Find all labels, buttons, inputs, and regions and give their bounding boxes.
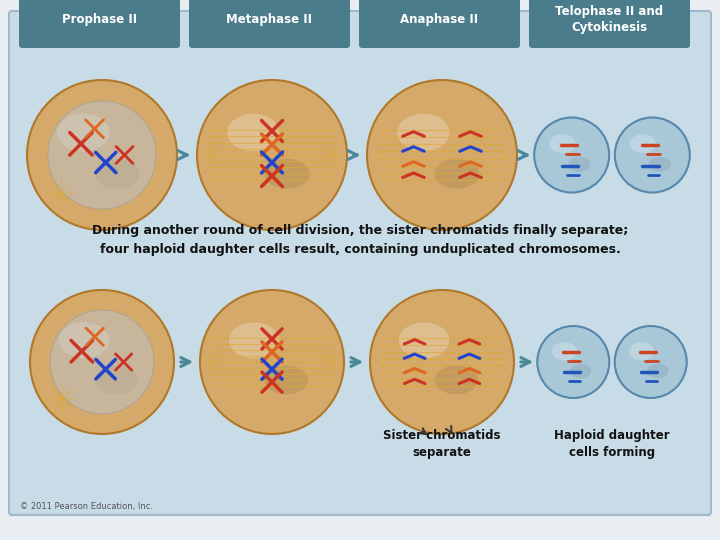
Text: Sister chromatids
separate: Sister chromatids separate — [383, 429, 500, 459]
Ellipse shape — [399, 322, 449, 359]
Ellipse shape — [397, 114, 449, 151]
Text: During another round of cell division, the sister chromatids finally separate;
f: During another round of cell division, t… — [92, 224, 628, 256]
Circle shape — [61, 397, 63, 399]
Circle shape — [503, 154, 505, 156]
Circle shape — [330, 361, 332, 363]
Circle shape — [615, 118, 690, 192]
Circle shape — [537, 326, 609, 398]
FancyBboxPatch shape — [9, 11, 711, 515]
Circle shape — [615, 326, 687, 398]
Ellipse shape — [95, 366, 138, 394]
Circle shape — [50, 310, 154, 414]
Circle shape — [534, 118, 609, 192]
Ellipse shape — [264, 159, 310, 189]
Ellipse shape — [57, 114, 109, 151]
Circle shape — [380, 154, 381, 156]
Ellipse shape — [570, 364, 591, 378]
Circle shape — [209, 153, 212, 157]
FancyBboxPatch shape — [19, 0, 180, 48]
Circle shape — [502, 153, 505, 157]
Circle shape — [672, 381, 673, 383]
Circle shape — [332, 153, 335, 157]
Circle shape — [674, 175, 675, 177]
Ellipse shape — [94, 159, 140, 189]
Circle shape — [333, 154, 335, 156]
Text: Prophase II: Prophase II — [62, 14, 137, 26]
Circle shape — [500, 361, 502, 362]
Ellipse shape — [435, 366, 478, 394]
Circle shape — [333, 154, 334, 156]
Ellipse shape — [568, 157, 590, 172]
Circle shape — [212, 360, 215, 363]
Circle shape — [379, 154, 382, 156]
Ellipse shape — [434, 159, 480, 189]
Circle shape — [379, 153, 382, 157]
Text: Anaphase II: Anaphase II — [400, 14, 479, 26]
Circle shape — [593, 175, 595, 177]
Circle shape — [500, 360, 503, 363]
Ellipse shape — [227, 114, 279, 151]
Ellipse shape — [229, 322, 279, 359]
Circle shape — [60, 191, 62, 194]
Ellipse shape — [549, 134, 575, 153]
Circle shape — [59, 191, 63, 194]
Circle shape — [212, 361, 214, 362]
Text: Telophase II and
Cytokinesis: Telophase II and Cytokinesis — [555, 5, 664, 35]
Circle shape — [503, 154, 504, 156]
Circle shape — [27, 80, 177, 230]
Ellipse shape — [649, 157, 671, 172]
Text: Haploid daughter
cells forming: Haploid daughter cells forming — [554, 429, 670, 459]
Ellipse shape — [59, 322, 109, 359]
FancyBboxPatch shape — [189, 0, 350, 48]
Circle shape — [210, 154, 211, 156]
Circle shape — [60, 192, 61, 193]
Text: © 2011 Pearson Education, Inc.: © 2011 Pearson Education, Inc. — [20, 502, 153, 510]
Circle shape — [30, 290, 174, 434]
Circle shape — [62, 397, 63, 399]
Circle shape — [594, 381, 595, 383]
FancyBboxPatch shape — [529, 0, 690, 48]
Ellipse shape — [552, 342, 577, 360]
Circle shape — [370, 290, 514, 434]
Circle shape — [212, 361, 214, 363]
Circle shape — [60, 396, 64, 400]
Circle shape — [382, 361, 384, 363]
Ellipse shape — [647, 364, 669, 378]
Circle shape — [197, 80, 347, 230]
Circle shape — [330, 360, 333, 363]
Ellipse shape — [265, 366, 308, 394]
Circle shape — [48, 101, 156, 209]
Ellipse shape — [630, 134, 656, 153]
FancyBboxPatch shape — [359, 0, 520, 48]
Circle shape — [210, 154, 212, 156]
Ellipse shape — [629, 342, 654, 360]
Circle shape — [200, 290, 344, 434]
Circle shape — [330, 361, 332, 362]
Circle shape — [382, 361, 384, 362]
Circle shape — [500, 361, 502, 363]
Circle shape — [367, 80, 517, 230]
Circle shape — [594, 175, 595, 176]
Circle shape — [382, 360, 384, 363]
Circle shape — [60, 192, 61, 193]
Text: Metaphase II: Metaphase II — [227, 14, 312, 26]
